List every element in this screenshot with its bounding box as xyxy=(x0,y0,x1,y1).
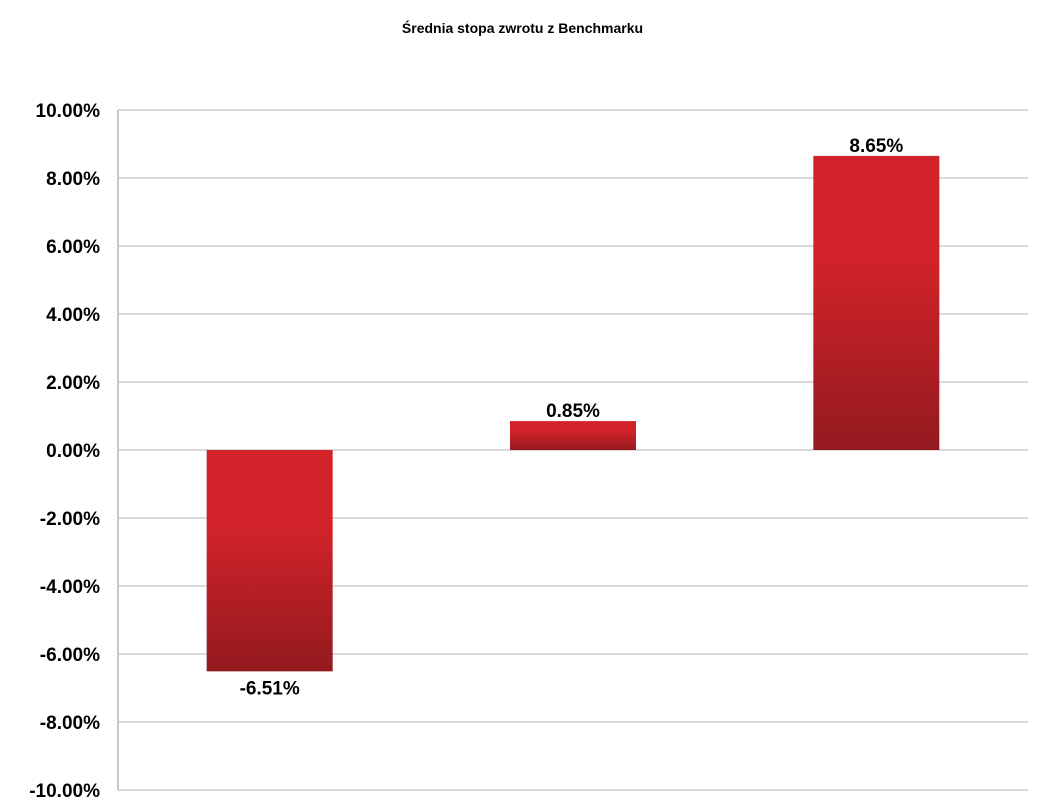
bar xyxy=(813,155,940,450)
bar xyxy=(510,421,636,450)
bars xyxy=(206,155,940,672)
data-labels: -6.51% 0.85% 8.65% xyxy=(240,136,904,699)
bar xyxy=(206,450,333,672)
y-tick-label: 6.00% xyxy=(46,237,100,258)
y-tick-label: -8.00% xyxy=(40,713,100,734)
y-tick-label: -6.00% xyxy=(40,645,100,666)
bar-value-label: 8.65% xyxy=(849,136,903,157)
bar-value-label: -6.51% xyxy=(240,678,300,699)
y-tick-label: 0.00% xyxy=(46,441,100,462)
y-tick-label: 10.00% xyxy=(36,101,101,122)
y-axis: 10.00% 8.00% 6.00% 4.00% 2.00% 0.00% -2.00% -4.… xyxy=(29,101,119,802)
y-tick-label: 2.00% xyxy=(46,373,100,394)
y-tick-label: -2.00% xyxy=(40,509,100,530)
y-tick-label: -10.00% xyxy=(29,781,100,802)
bar-value-label: 0.85% xyxy=(546,401,600,422)
y-tick-label: 4.00% xyxy=(46,305,100,326)
y-tick-label: 8.00% xyxy=(46,169,100,190)
y-tick-label: -4.00% xyxy=(40,577,100,598)
chart-title: Średnia stopa zwrotu z Benchmarku xyxy=(401,20,644,36)
